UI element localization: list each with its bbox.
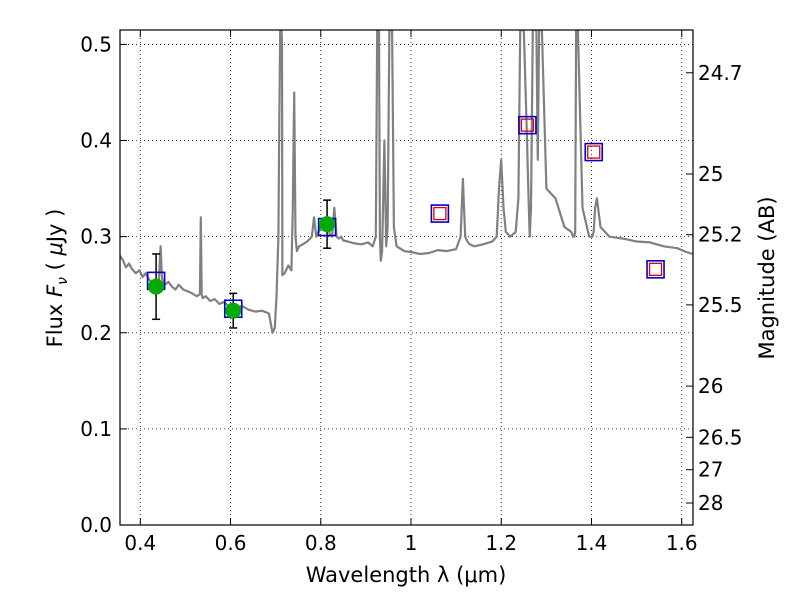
observed-point	[148, 278, 165, 295]
plot-frame	[119, 29, 694, 526]
y2-tick-label: 26.5	[698, 425, 743, 449]
upper-limit-point	[433, 206, 447, 221]
x-tick-label: 1.4	[576, 531, 608, 555]
y-tick-label: 0.1	[80, 417, 112, 441]
y2-tick-label: 25	[698, 162, 723, 186]
model-point	[584, 142, 604, 162]
y2-tick-label: 25.5	[698, 293, 743, 317]
y2-tick-label: 26	[698, 374, 723, 398]
x-axis-label: Wavelength λ (μm)	[306, 563, 507, 587]
y2-tick-label: 24.7	[698, 61, 743, 85]
ticks-layer: 0.4 0.6 0.8 1 1.2 1.4 1.6 0.0 0.1 0.2 0.3 0.4 0.5 24.…	[80, 30, 743, 555]
y-axis-label: Flux Fν ( μJy )	[43, 209, 71, 348]
plot-background	[120, 30, 693, 525]
y-tick-label: 0.4	[80, 129, 112, 153]
y2-tick-label: 25.2	[698, 223, 743, 247]
y2-axis-label: Magnitude (AB)	[755, 196, 779, 359]
model-point	[430, 204, 450, 223]
upper-limit-point	[587, 145, 601, 159]
x-tick-label: 0.4	[124, 531, 156, 555]
spectrum-line	[120, 30, 693, 334]
upper-limit-point	[520, 118, 535, 132]
points-layer	[146, 115, 665, 329]
y-tick-label: 0.2	[80, 321, 112, 345]
spectrum-layer	[120, 30, 693, 334]
model-point	[518, 115, 537, 135]
y2-tick-label: 28	[698, 491, 723, 515]
y-tick-label: 0.5	[80, 32, 112, 56]
grid	[120, 30, 693, 525]
x-tick-label: 0.6	[215, 531, 247, 555]
y-tick-label: 0.3	[80, 225, 112, 249]
x-tick-label: 1.2	[485, 531, 517, 555]
y2-tick-label: 27	[698, 458, 723, 482]
model-point	[646, 260, 665, 279]
x-tick-label: 1	[405, 531, 418, 555]
x-tick-label: 0.8	[305, 531, 337, 555]
x-tick-label: 1.6	[666, 531, 698, 555]
y-tick-label: 0.0	[80, 513, 112, 537]
observed-point	[319, 216, 336, 233]
upper-limit-point	[648, 262, 663, 276]
observed-point	[225, 302, 242, 319]
